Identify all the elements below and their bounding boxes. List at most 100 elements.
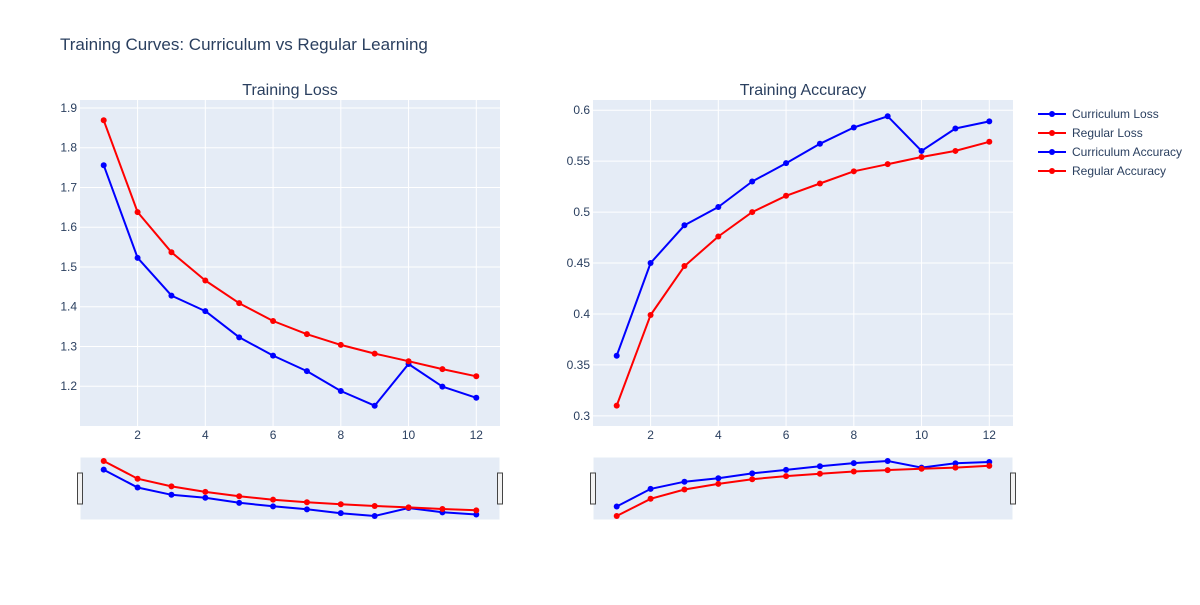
data-point	[613, 352, 620, 359]
data-point	[918, 154, 925, 161]
x-tick-label: 8	[850, 428, 857, 442]
range-slider-point	[270, 503, 277, 510]
x-tick-label: 6	[270, 428, 277, 442]
legend-swatch-marker	[1049, 149, 1055, 155]
y-tick-label: 0.3	[573, 409, 590, 423]
range-slider-point	[952, 460, 959, 467]
subplot-title: Training Loss	[242, 82, 337, 99]
data-point	[337, 388, 344, 395]
y-tick-label: 0.6	[573, 103, 590, 117]
range-slider-2	[590, 456, 1016, 521]
data-point	[405, 358, 412, 365]
legend-item[interactable]: Curriculum Loss	[1038, 107, 1159, 121]
x-tick-label: 4	[715, 428, 722, 442]
y-tick-label: 1.5	[60, 260, 77, 274]
legend-item[interactable]: Regular Loss	[1038, 126, 1143, 140]
data-point	[270, 352, 277, 359]
range-slider-point	[681, 478, 688, 485]
range-slider-point	[134, 484, 141, 491]
data-point	[884, 161, 891, 168]
range-slider-point	[236, 493, 243, 500]
x-tick-label: 10	[915, 428, 929, 442]
range-slider-point	[371, 513, 378, 519]
data-point	[918, 147, 925, 154]
x-tick-label: 6	[783, 428, 790, 442]
data-point	[749, 178, 756, 185]
legend-item[interactable]: Regular Accuracy	[1038, 164, 1166, 178]
data-point	[134, 209, 141, 216]
series-line	[615, 140, 990, 406]
range-slider-point	[337, 501, 344, 508]
range-slider-line	[103, 468, 477, 518]
data-point	[439, 366, 446, 373]
range-slider-point	[439, 505, 446, 512]
range-slider-handle-right[interactable]	[497, 472, 503, 505]
range-slider-1	[77, 456, 503, 521]
data-point	[986, 138, 993, 145]
range-slider-point	[986, 462, 993, 469]
x-tick-label: 12	[470, 428, 484, 442]
x-tick-label: 2	[134, 428, 141, 442]
data-point	[884, 113, 891, 120]
y-tick-label: 1.2	[60, 379, 77, 393]
range-slider-point	[473, 511, 480, 518]
y-tick-label: 1.3	[60, 339, 77, 353]
data-point	[715, 233, 722, 240]
range-slider-handle-left[interactable]	[77, 472, 83, 505]
range-slider-point	[647, 485, 654, 492]
range-slider-point	[918, 465, 925, 472]
range-slider-line	[616, 459, 990, 508]
data-point	[647, 311, 654, 318]
legend-swatch-marker	[1049, 130, 1055, 136]
legend-label: Curriculum Accuracy	[1072, 145, 1182, 159]
data-point	[303, 331, 310, 338]
range-slider-point	[715, 480, 722, 487]
y-tick-label: 1.7	[60, 180, 77, 194]
range-slider-point	[884, 467, 891, 474]
data-point	[473, 394, 480, 401]
legend-label: Regular Accuracy	[1072, 164, 1166, 178]
x-tick-label: 12	[983, 428, 997, 442]
range-slider-track	[79, 456, 501, 521]
range-slider-point	[681, 486, 688, 493]
range-slider-handle-left[interactable]	[590, 472, 596, 505]
legend-label: Curriculum Loss	[1072, 107, 1159, 121]
data-point	[850, 168, 857, 175]
y-tick-label: 1.4	[60, 300, 77, 314]
range-slider-point	[647, 495, 654, 502]
range-slider-point	[613, 513, 620, 519]
data-point	[749, 209, 756, 216]
range-slider-point	[715, 475, 722, 482]
data-point	[647, 260, 654, 266]
range-slider-point	[270, 496, 277, 503]
data-point	[816, 180, 823, 187]
data-point	[473, 373, 480, 380]
range-slider-point	[613, 503, 620, 510]
data-point	[337, 341, 344, 348]
data-point	[681, 222, 688, 229]
range-slider-line	[103, 460, 477, 512]
data-point	[134, 254, 141, 261]
y-tick-label: 0.55	[567, 154, 591, 168]
x-tick-label: 2	[647, 428, 654, 442]
range-slider-point	[783, 473, 790, 480]
data-point	[100, 117, 107, 124]
y-tick-label: 1.9	[60, 101, 77, 115]
data-point	[270, 318, 277, 325]
range-slider-point	[100, 466, 107, 473]
y-tick-label: 1.6	[60, 220, 77, 234]
legend-item[interactable]: Curriculum Accuracy	[1038, 145, 1182, 159]
range-slider-point	[168, 491, 175, 498]
data-point	[715, 203, 722, 210]
data-point	[236, 334, 243, 341]
y-tick-label: 0.45	[567, 256, 591, 270]
data-point	[613, 402, 620, 409]
range-slider-point	[134, 475, 141, 482]
range-slider-point	[236, 499, 243, 506]
range-slider-point	[749, 470, 756, 477]
range-slider-point	[202, 494, 209, 501]
range-slider-handle-right[interactable]	[1010, 472, 1016, 505]
data-point	[986, 118, 993, 125]
data-point	[952, 125, 959, 132]
range-slider-point	[405, 504, 412, 511]
